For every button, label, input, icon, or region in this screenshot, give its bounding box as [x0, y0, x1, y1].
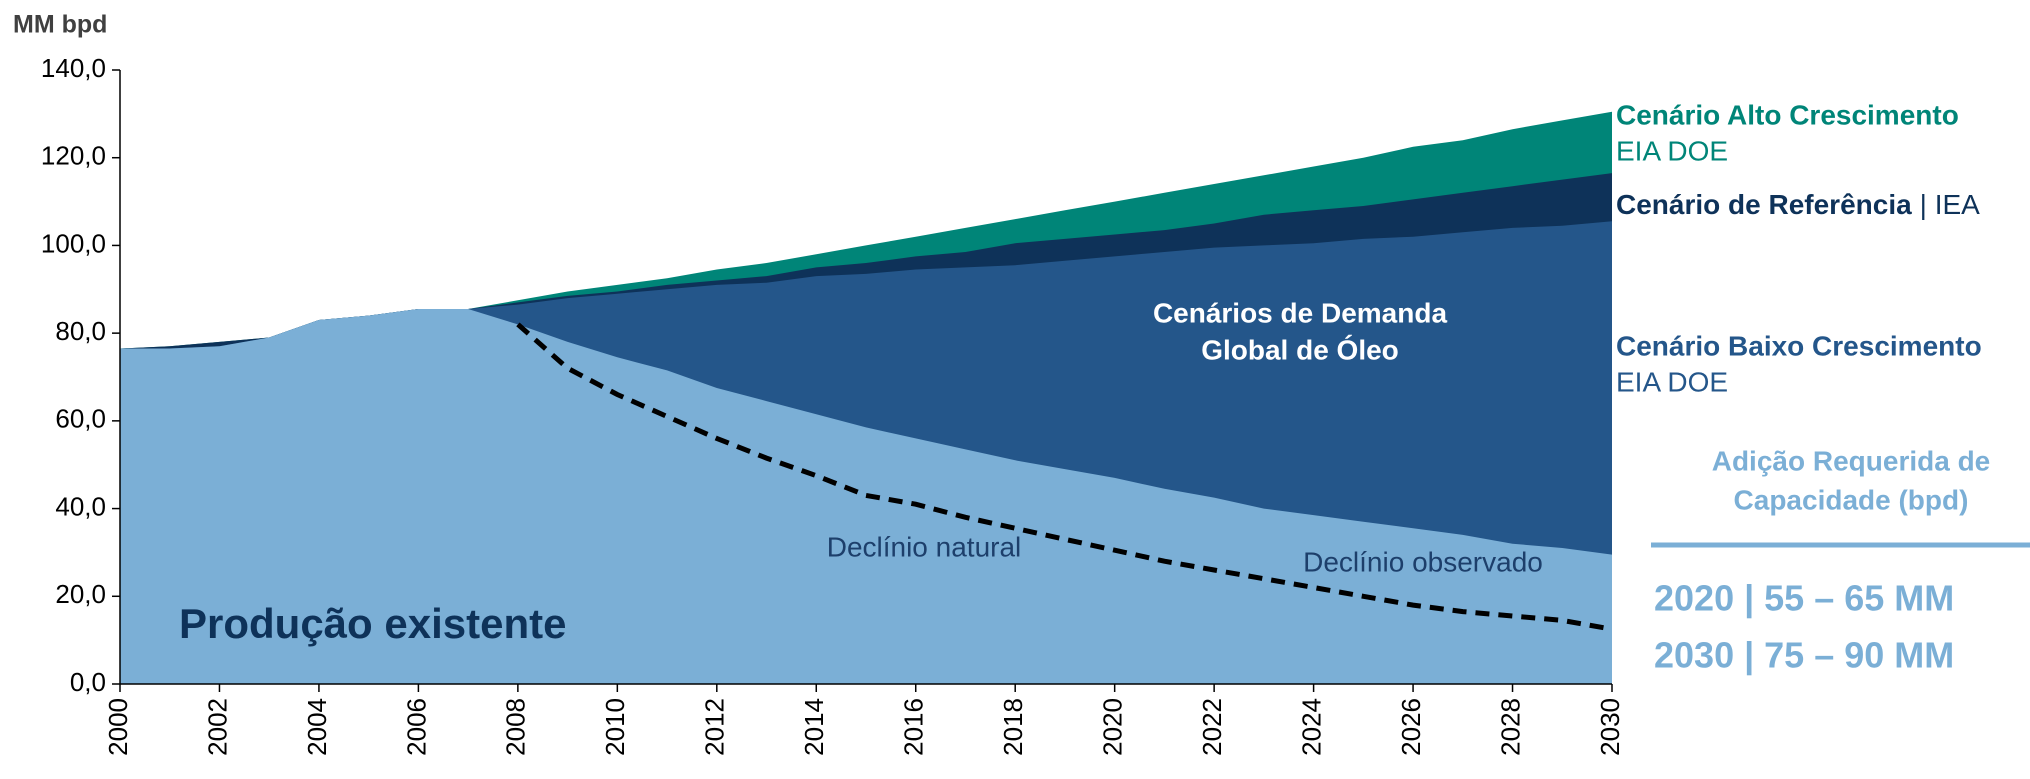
x-tick-label: 2018 — [998, 698, 1028, 756]
y-axis-label: MM bpd — [13, 11, 107, 39]
y-tick-label: 20,0 — [55, 579, 106, 609]
x-tick-label: 2010 — [600, 698, 630, 756]
y-tick-label: 140,0 — [41, 53, 106, 83]
x-tick-label: 2000 — [103, 698, 133, 756]
annotation: EIA DOE — [1616, 135, 1728, 166]
series-label: Produção existente — [179, 600, 566, 647]
annotation: | IEA — [1920, 189, 1981, 220]
y-tick-label: 60,0 — [55, 404, 106, 434]
x-tick-label: 2020 — [1098, 698, 1128, 756]
y-tick-label: 0,0 — [70, 667, 106, 697]
decline-line — [516, 322, 1613, 632]
y-tick-label: 100,0 — [41, 228, 106, 258]
x-tick-label: 2002 — [202, 698, 232, 756]
x-tick-label: 2016 — [899, 698, 929, 756]
x-tick-label: 2012 — [700, 698, 730, 756]
annotation: EIA DOE — [1616, 366, 1728, 397]
annotation: 2030 | 75 – 90 MM — [1654, 635, 1954, 677]
x-tick-label: 2004 — [302, 698, 332, 756]
y-tick-label: 40,0 — [55, 491, 106, 521]
y-tick-label: 80,0 — [55, 316, 106, 346]
annotation: Adição Requerida de — [1712, 445, 1991, 476]
y-tick-label: 120,0 — [41, 141, 106, 171]
x-tick-label: 2022 — [1197, 698, 1227, 756]
x-tick-label: 2006 — [401, 698, 431, 756]
series-label-name: Cenário de Referência — [1616, 189, 1912, 220]
annotation: Cenários de Demanda — [1153, 297, 1448, 328]
series-label: Cenário de Referência | IEA — [1616, 189, 1980, 220]
x-tick-label: 2028 — [1495, 698, 1525, 756]
annotation: 2020 | 55 – 65 MM — [1654, 578, 1954, 620]
x-tick-label: 2024 — [1296, 698, 1326, 756]
annotation: Global de Óleo — [1201, 334, 1399, 365]
series-label: Cenário Alto Crescimento — [1616, 99, 1959, 130]
series-label: Declínio natural — [827, 531, 1022, 562]
series-label: Cenário Baixo Crescimento — [1616, 330, 1982, 361]
annotation: Capacidade (bpd) — [1734, 484, 1969, 515]
x-tick-label: 2030 — [1595, 698, 1625, 756]
x-tick-label: 2026 — [1396, 698, 1426, 756]
annotation: Declínio observado — [1303, 546, 1543, 577]
x-tick-label: 2014 — [799, 698, 829, 756]
x-tick-label: 2008 — [501, 698, 531, 756]
